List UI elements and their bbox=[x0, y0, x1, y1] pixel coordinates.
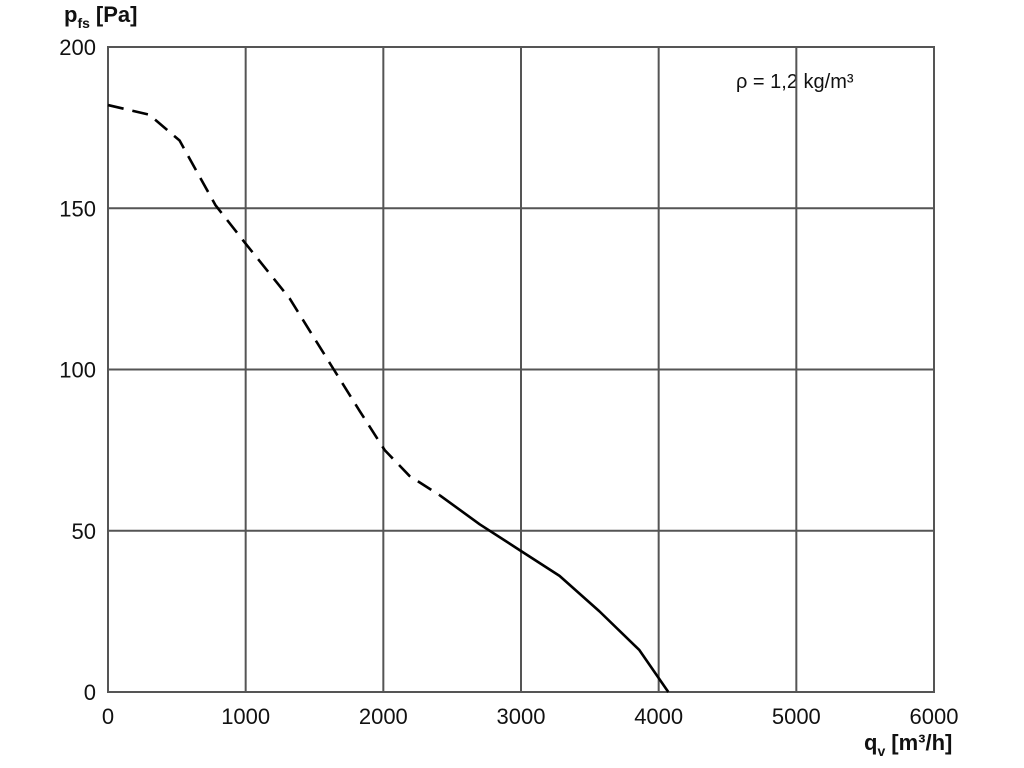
y-tick-label: 200 bbox=[59, 35, 96, 60]
y-axis-label: pfs [Pa] bbox=[64, 2, 137, 31]
curve bbox=[439, 494, 670, 693]
x-tick-label: 3000 bbox=[497, 704, 546, 729]
x-tick-label: 5000 bbox=[772, 704, 821, 729]
x-tick-label: 6000 bbox=[910, 704, 959, 729]
x-tick-label: 1000 bbox=[221, 704, 270, 729]
x-axis-label: qv [m³/h] bbox=[864, 730, 952, 759]
x-tick-label: 0 bbox=[102, 704, 114, 729]
y-tick-label: 150 bbox=[59, 196, 96, 221]
curve bbox=[107, 103, 441, 497]
x-tick-label: 4000 bbox=[634, 704, 683, 729]
y-tick-label: 100 bbox=[59, 358, 96, 383]
y-tick-label: 50 bbox=[72, 519, 96, 544]
plot-frame bbox=[107, 46, 935, 693]
annotation: ρ = 1,2 kg/m³ bbox=[736, 71, 854, 93]
x-tick-label: 2000 bbox=[359, 704, 408, 729]
y-tick-label: 0 bbox=[84, 680, 96, 705]
